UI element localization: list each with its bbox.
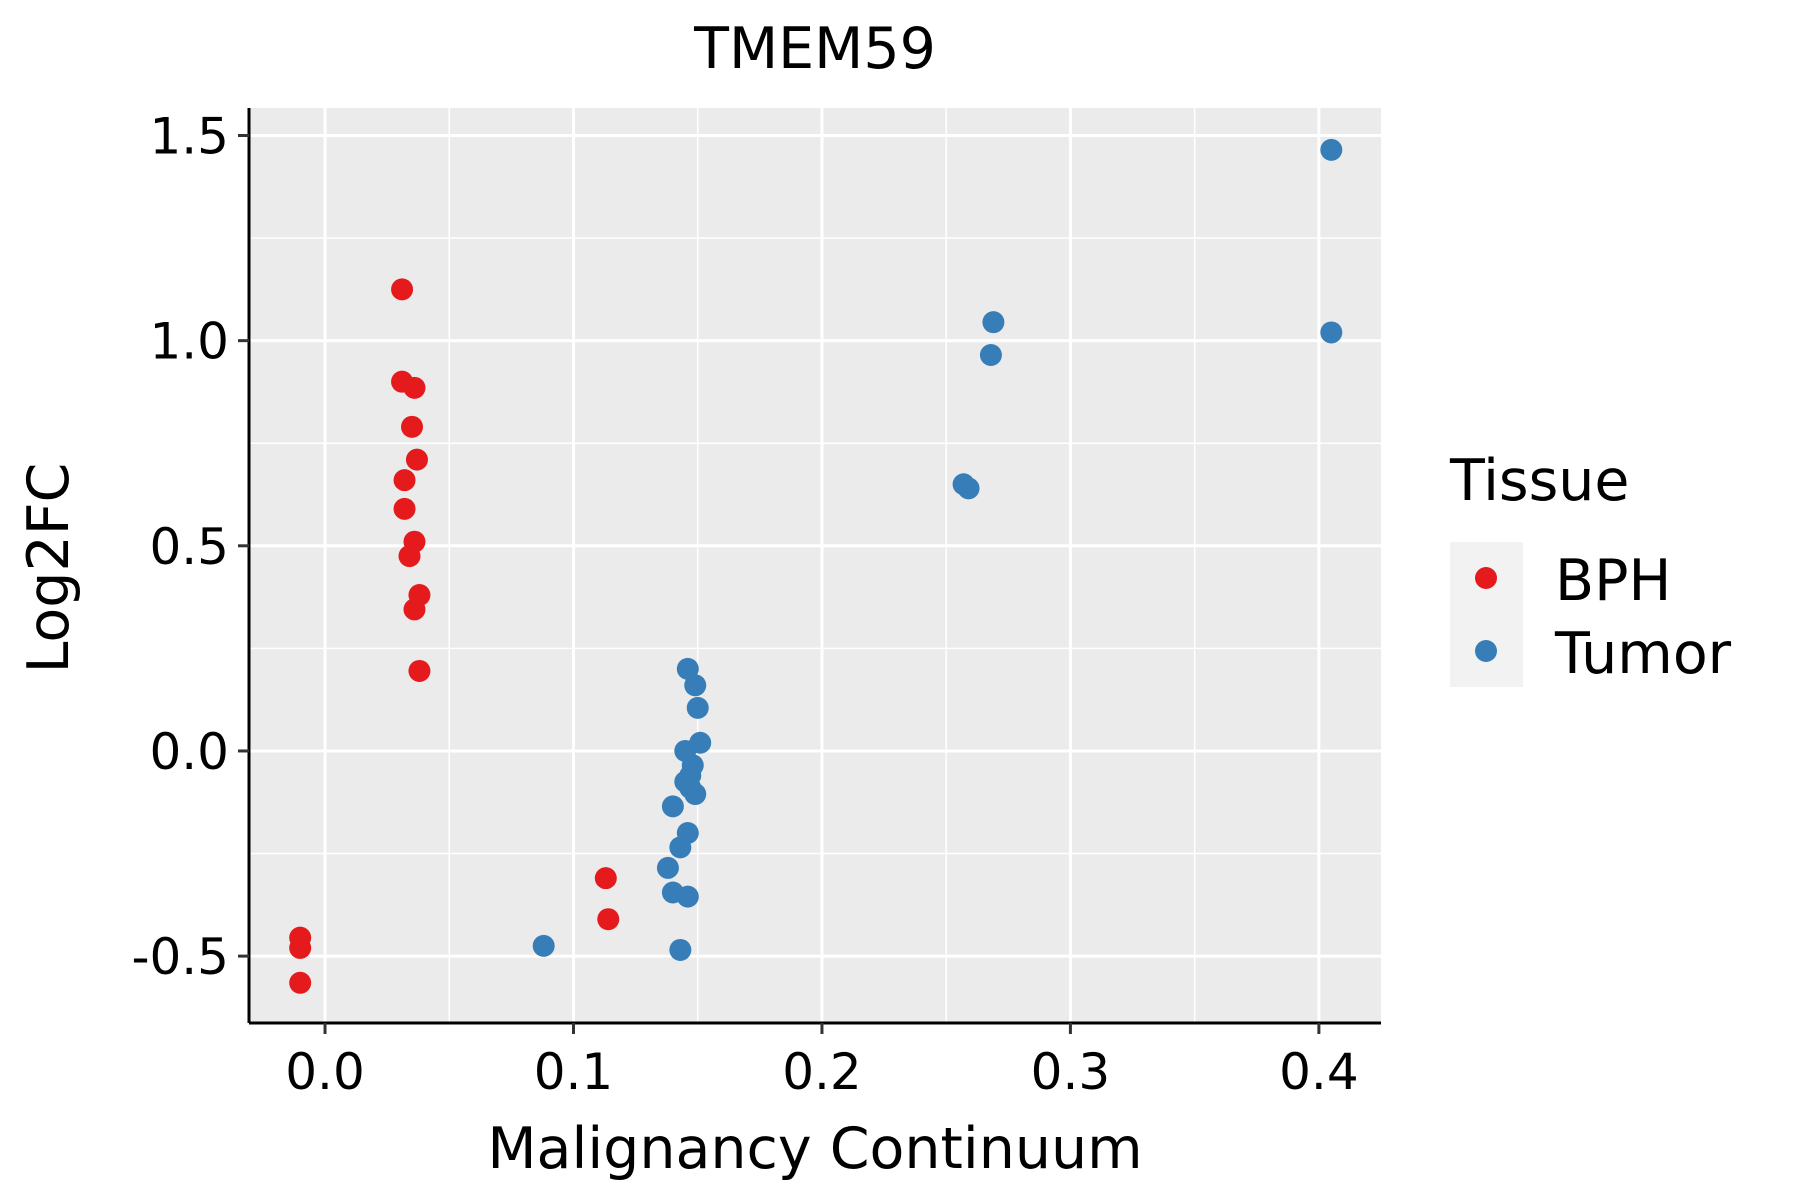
data-point-tumor	[669, 836, 692, 859]
data-point-bph	[403, 598, 426, 621]
x-tick-label: 0.2	[782, 1043, 862, 1101]
y-tick-label: -0.5	[131, 928, 229, 986]
panel-background	[249, 108, 1381, 1023]
x-axis-label: Malignancy Continuum	[487, 1116, 1142, 1182]
data-point-bph	[391, 278, 414, 301]
legend-key-bph	[1475, 567, 1497, 589]
data-point-tumor	[1320, 321, 1343, 344]
data-point-bph	[403, 376, 426, 399]
data-point-bph	[594, 867, 617, 890]
y-tick-label: 0.5	[149, 518, 229, 576]
data-point-tumor	[957, 477, 980, 500]
data-point-tumor	[1320, 138, 1343, 161]
data-point-bph	[408, 659, 431, 682]
data-points	[289, 138, 1343, 994]
legend-key-background	[1450, 542, 1523, 687]
legend: Tissue BPH Tumor	[1449, 448, 1732, 687]
data-point-tumor	[676, 885, 699, 908]
data-point-bph	[398, 545, 421, 568]
data-point-tumor	[661, 795, 684, 818]
data-point-bph	[289, 936, 312, 959]
data-point-tumor	[686, 696, 709, 719]
x-tick-label: 0.4	[1279, 1043, 1359, 1101]
axis-ticks: 0.0 0.1 0.2 0.3 0.4 -0.5 0.0 0.5 1.0 1.5	[131, 107, 1358, 1101]
data-point-tumor	[979, 344, 1002, 367]
legend-label-bph: BPH	[1555, 548, 1671, 614]
legend-title: Tissue	[1449, 448, 1630, 514]
data-point-tumor	[684, 674, 707, 697]
data-point-tumor	[982, 311, 1005, 334]
data-point-bph	[289, 971, 312, 994]
data-point-tumor	[684, 783, 707, 806]
legend-label-tumor: Tumor	[1554, 621, 1732, 687]
y-tick-label: 1.0	[149, 313, 229, 371]
y-tick-label: 1.5	[149, 107, 229, 165]
data-point-tumor	[676, 657, 699, 680]
x-tick-label: 0.0	[285, 1043, 365, 1101]
legend-key-tumor	[1475, 640, 1497, 662]
chart-title: TMEM59	[693, 16, 936, 82]
x-tick-label: 0.3	[1031, 1043, 1111, 1101]
data-point-bph	[400, 415, 423, 438]
data-point-bph	[405, 448, 428, 471]
data-point-bph	[393, 469, 416, 492]
y-axis-label: Log2FC	[16, 463, 82, 674]
data-point-tumor	[532, 934, 555, 957]
y-tick-label: 0.0	[149, 723, 229, 781]
x-tick-label: 0.1	[534, 1043, 614, 1101]
data-point-tumor	[656, 856, 679, 879]
grid	[249, 108, 1381, 1023]
data-point-bph	[597, 908, 620, 931]
data-point-bph	[393, 497, 416, 520]
data-point-tumor	[669, 938, 692, 961]
